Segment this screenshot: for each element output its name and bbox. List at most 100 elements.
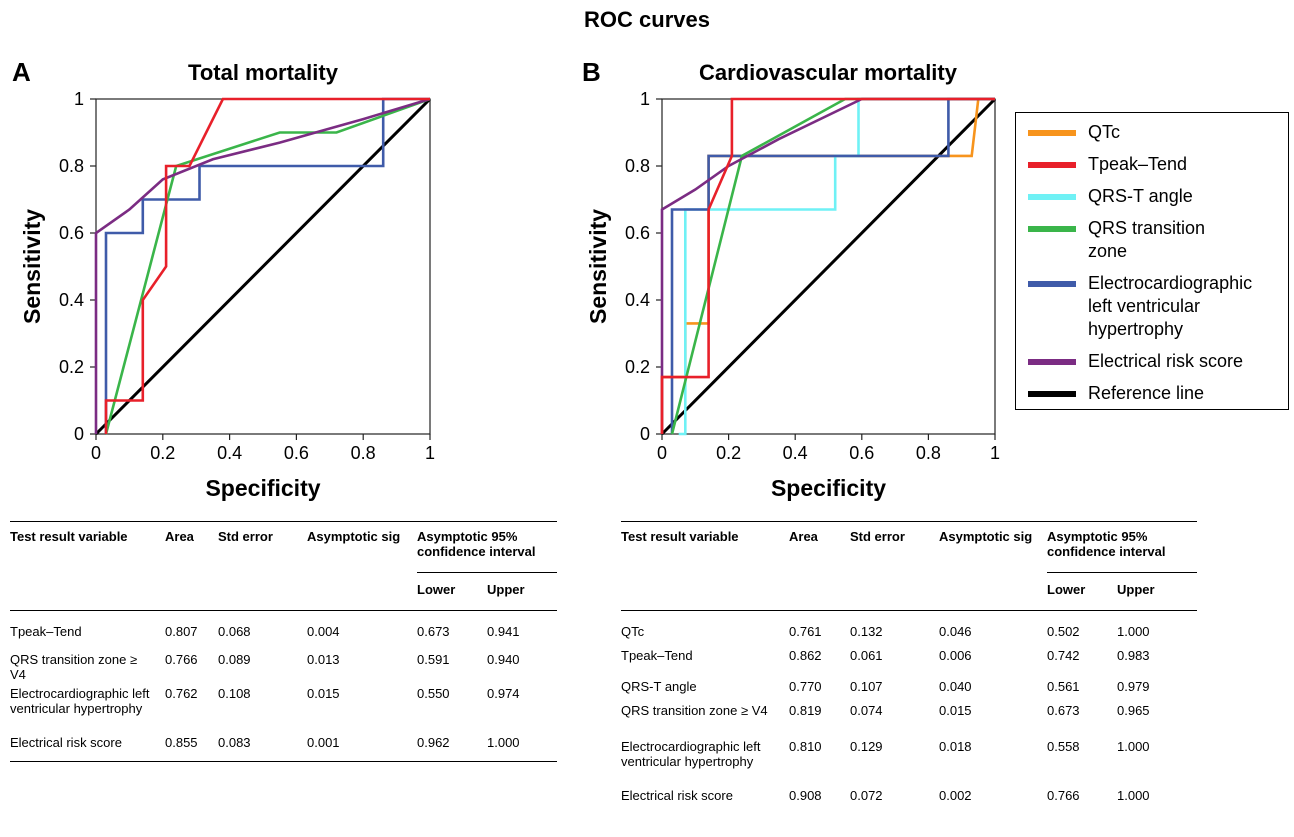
cell-std-error: 0.074 <box>850 702 883 718</box>
legend-label-line: Reference line <box>1088 383 1205 403</box>
series-line-tpeak-tend <box>660 97 995 434</box>
roc-chart-total-mortality: 0 0.2 0.4 0.6 0.8 1 0 0.2 0.4 0.6 0.8 1 Specificity S… <box>19 89 435 501</box>
table-row: Electrical risk score 0.855 0.083 0.001 0.96… <box>10 734 557 762</box>
header-variable: Test result variable <box>10 521 165 572</box>
cell-area: 0.770 <box>789 678 822 694</box>
cell-variable: Electrical risk score <box>621 787 733 803</box>
x-axis-label: Specificity <box>771 475 886 501</box>
header-sig: Asymptotic sig <box>939 521 1047 572</box>
roc-chart-cardiovascular-mortality: 0 0.2 0.4 0.6 0.8 1 0 0.2 0.4 0.6 0.8 1 Specificity S… <box>585 89 1000 501</box>
legend-label: Electrocardiographic left ventricular hype… <box>1088 272 1252 341</box>
cell-sig: 0.018 <box>939 738 972 754</box>
y-tick-label: 0.6 <box>59 223 84 243</box>
header-subrow: Lower Upper <box>621 572 1197 611</box>
table-row: Electrical risk score 0.908 0.072 0.002 0.76… <box>621 788 1197 808</box>
cell-variable: Tpeak–Tend <box>621 647 693 663</box>
cell-variable: Tpeak–Tend <box>10 623 82 639</box>
series-line-reference-line <box>94 97 432 436</box>
x-tick-label: 0.6 <box>849 443 874 463</box>
cell-variable: Electrical risk score <box>10 734 165 762</box>
legend-label: QTc <box>1088 121 1120 144</box>
header-blank <box>789 572 850 611</box>
cell-sig: 0.015 <box>307 685 340 701</box>
header-upper: Upper <box>1117 572 1197 611</box>
cell-sig: 0.002 <box>939 787 972 803</box>
cell-sig: 0.040 <box>939 678 972 694</box>
y-axis-label: Sensitivity <box>585 209 611 324</box>
header-area: Area <box>789 521 850 572</box>
x-tick-label: 0.8 <box>916 443 941 463</box>
series-line-qrs-t-angle <box>678 97 995 436</box>
cell-upper: 0.965 <box>1117 702 1150 718</box>
table-row: QTc 0.761 0.132 0.046 0.502 1.000 <box>621 610 1197 648</box>
legend-swatch <box>1028 130 1076 136</box>
header-blank <box>621 572 789 611</box>
header-ci: Asymptotic 95% confidence interval <box>417 521 557 573</box>
cell-lower: 0.550 <box>417 685 450 701</box>
y-tick-label: 0.8 <box>625 156 650 176</box>
series-line-reference-line <box>660 97 997 436</box>
cell-sig: 0.001 <box>307 734 417 762</box>
legend-label-line: left ventricular <box>1088 296 1201 316</box>
y-tick-label: 0.6 <box>625 223 650 243</box>
x-tick-label: 0.2 <box>716 443 741 463</box>
series-line-qrs-transition-zone <box>104 97 431 435</box>
cell-upper: 0.983 <box>1117 647 1150 663</box>
cell-area: 0.855 <box>165 734 218 762</box>
cell-variable: QRS-T angle <box>621 678 697 694</box>
x-tick-label: 0.2 <box>150 443 175 463</box>
x-tick-label: 0.4 <box>217 443 242 463</box>
y-tick-label: 0.4 <box>59 290 84 310</box>
cell-area: 0.762 <box>165 685 198 701</box>
cell-std-error: 0.107 <box>850 678 883 694</box>
cell-upper: 1.000 <box>1117 623 1150 639</box>
y-tick-label: 1 <box>640 89 650 109</box>
legend-label-line: QTc <box>1088 122 1121 142</box>
x-tick-label: 0.8 <box>351 443 376 463</box>
cell-lower: 0.766 <box>1047 787 1080 803</box>
y-tick-label: 0.8 <box>59 156 84 176</box>
panel-a-title: Total mortality <box>188 60 338 85</box>
x-tick-label: 1 <box>425 443 435 463</box>
table-row: QRS transition zone ≥ V4 0.819 0.074 0.015 0… <box>621 703 1197 739</box>
cell-area: 0.761 <box>789 623 822 639</box>
cell-variable: Electrocardiographic left ventricular hy… <box>10 685 150 716</box>
x-tick-label: 0 <box>91 443 101 463</box>
legend-label-line: hypertrophy <box>1088 319 1184 339</box>
legend-label: QRS transition zone <box>1088 217 1205 263</box>
legend-label-line: QRS transition <box>1088 218 1206 238</box>
panel-a-letter: A <box>12 57 31 87</box>
cell-area: 0.810 <box>789 738 822 754</box>
cell-sig: 0.013 <box>307 651 340 667</box>
cell-std-error: 0.108 <box>218 685 251 701</box>
header-subrow: Lower Upper <box>10 572 557 611</box>
cell-lower: 0.742 <box>1047 647 1080 663</box>
series-line-electrical-risk-score <box>94 97 431 434</box>
panel-b-letter: B <box>582 57 601 87</box>
cell-upper: 0.979 <box>1117 678 1150 694</box>
y-tick-label: 0.2 <box>59 357 84 377</box>
plot-series <box>94 97 432 436</box>
header-blank <box>307 572 417 611</box>
legend-swatch <box>1028 226 1076 232</box>
header-blank <box>850 572 939 611</box>
cell-std-error: 0.061 <box>850 647 883 663</box>
legend-label: Reference line <box>1088 382 1204 405</box>
legend-label: Electrical risk score <box>1088 350 1243 373</box>
legend-label-line: Tpeak–Tend <box>1088 154 1188 174</box>
header-std-error: Std error <box>218 521 307 572</box>
header-row: Test result variable Area Std error Asympto… <box>621 521 1197 573</box>
cell-lower: 0.673 <box>417 623 450 639</box>
cell-upper: 0.974 <box>487 685 520 701</box>
header-blank <box>165 572 218 611</box>
header-variable: Test result variable <box>621 521 789 572</box>
legend-swatch <box>1028 391 1076 397</box>
y-tick-label: 0.2 <box>625 357 650 377</box>
legend-label: Tpeak–Tend <box>1088 153 1187 176</box>
cell-lower: 0.561 <box>1047 678 1080 694</box>
header-area: Area <box>165 521 218 572</box>
cell-lower: 0.558 <box>1047 738 1080 754</box>
legend-label-line: QRS-T angle <box>1088 186 1193 206</box>
cell-area: 0.819 <box>789 702 822 718</box>
legend-label-line: Electrical risk score <box>1088 351 1244 371</box>
